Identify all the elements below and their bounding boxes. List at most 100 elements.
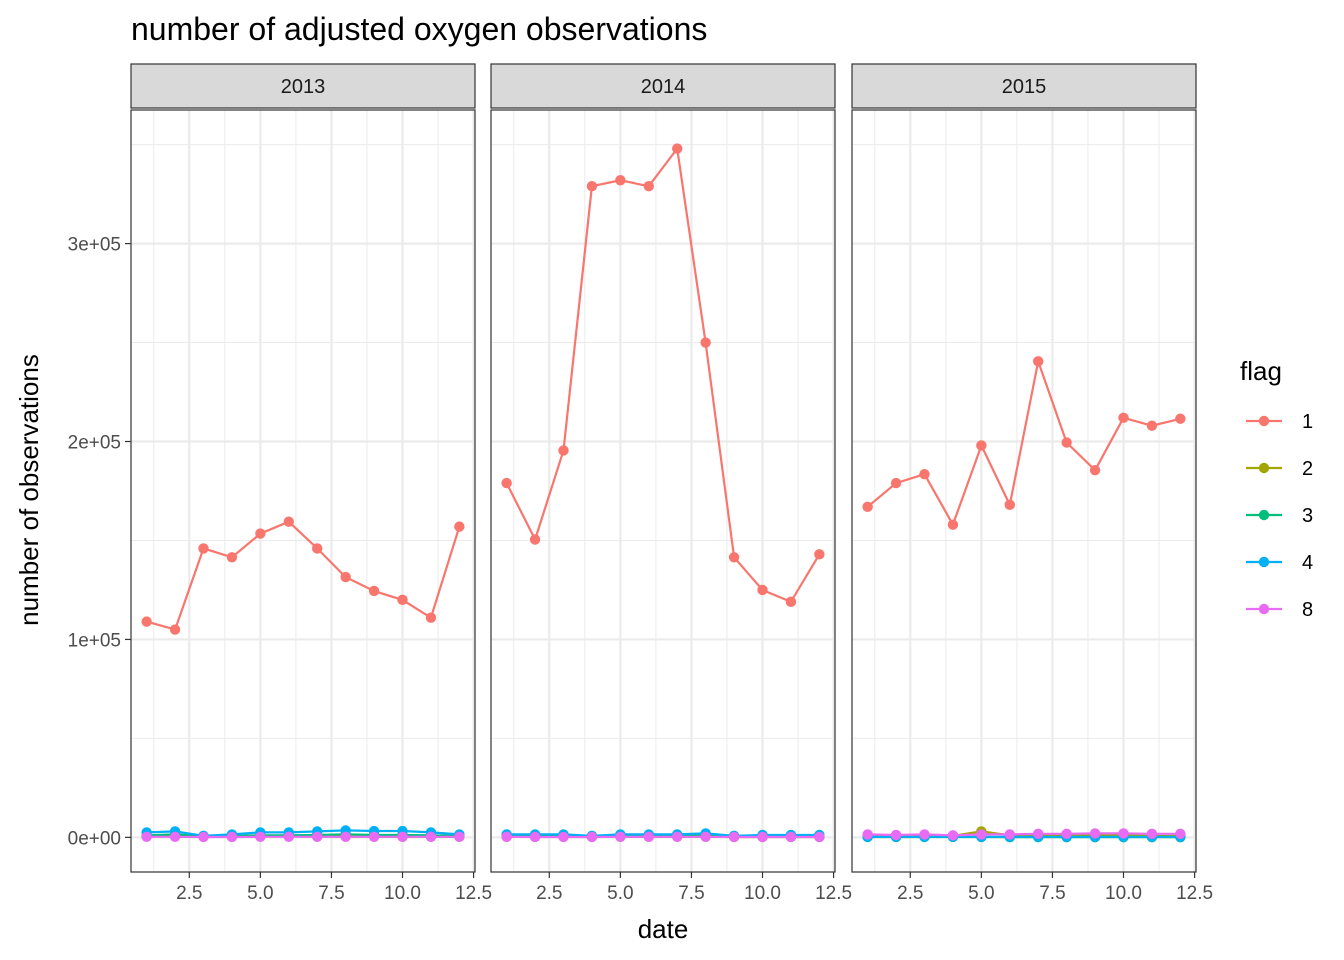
series-line-flag-1 (146, 520, 461, 631)
data-point-flag-8 (814, 831, 825, 843)
x-tick-label: 7.5 (318, 883, 344, 904)
legend-title: flag (1240, 356, 1282, 386)
data-point-flag-1 (672, 143, 683, 154)
plot-background (491, 110, 835, 872)
data-point-flag-8 (976, 829, 987, 840)
data-point-flag-8 (169, 831, 181, 842)
facet-panel: 2015 2.5 5.0 7.5 10.0 12.5 (851, 63, 1213, 904)
data-point-flag-8 (643, 831, 654, 842)
legend-label: 1 (1302, 411, 1313, 433)
data-point-flag-8 (1146, 828, 1158, 840)
facet-strip-label: 2013 (281, 76, 326, 98)
data-point-flag-1 (1004, 499, 1015, 511)
data-point-flag-1 (1061, 437, 1072, 448)
data-point-flag-8 (454, 831, 465, 842)
x-tick-label: 5.0 (247, 883, 273, 904)
data-point-flag-8 (890, 829, 902, 841)
data-point-flag-1 (198, 543, 209, 554)
data-point-flag-1 (501, 477, 512, 489)
data-point-flag-8 (368, 831, 380, 842)
data-point-flag-8 (283, 831, 294, 842)
data-point-flag-8 (1004, 829, 1015, 840)
data-point-flag-1 (700, 337, 711, 348)
y-tick-label: 3e+05 (68, 235, 121, 256)
data-point-flag-8 (615, 831, 626, 842)
data-point-flag-1 (890, 477, 902, 489)
facet-strip (130, 63, 476, 109)
data-point-flag-1 (1118, 412, 1129, 423)
data-point-flag-1 (312, 543, 323, 554)
data-point-flag-8 (141, 831, 152, 842)
data-point-flag-1 (340, 571, 351, 583)
x-tick-label: 7.5 (1039, 883, 1065, 904)
data-point-flag-1 (397, 594, 408, 606)
data-point-flag-1 (643, 181, 654, 192)
legend-label: 2 (1302, 458, 1313, 480)
x-axis-label: date (638, 914, 689, 944)
data-point-flag-1 (169, 624, 181, 635)
data-point-flag-1 (947, 519, 959, 530)
data-point-flag-8 (947, 830, 959, 841)
data-point-flag-8 (700, 831, 711, 842)
data-point-flag-1 (226, 552, 238, 563)
panel-border (851, 109, 1197, 873)
x-tick-label: 10.0 (744, 883, 781, 904)
legend-label: 4 (1302, 552, 1313, 574)
facet-strip (490, 63, 836, 109)
data-point-flag-8 (340, 831, 351, 842)
x-tick-label: 12.5 (455, 883, 492, 904)
x-tick-label: 5.0 (968, 883, 994, 904)
x-tick-label: 12.5 (815, 883, 852, 904)
data-point-flag-8 (785, 831, 797, 843)
data-point-flag-1 (919, 468, 930, 480)
y-axis-label: number of observations (14, 354, 44, 626)
data-point-flag-1 (529, 534, 541, 545)
data-point-flag-1 (728, 552, 740, 563)
data-point-flag-1 (814, 549, 825, 560)
data-point-flag-1 (586, 181, 598, 192)
data-point-flag-8 (501, 831, 512, 842)
panel-border (490, 109, 836, 873)
facet-panel: 2014 2.5 5.0 7.5 10.0 12.5 (490, 63, 852, 904)
data-point-flag-8 (558, 831, 569, 843)
data-point-flag-8 (757, 831, 768, 843)
x-tick-label: 2.5 (176, 883, 202, 904)
data-point-flag-1 (1089, 465, 1101, 476)
x-tick-label: 10.0 (1105, 883, 1142, 904)
data-point-flag-1 (425, 612, 437, 623)
panel-border (130, 109, 476, 873)
data-point-flag-8 (728, 831, 740, 843)
data-point-flag-8 (529, 831, 541, 843)
data-point-flag-8 (397, 831, 408, 842)
legend-label: 8 (1302, 599, 1313, 621)
panels-group: 2013 2.5 5.0 7.5 10.0 12.5 0e+00 1e+05 2e+05 3e+0… (68, 63, 1213, 904)
data-point-flag-1 (1033, 356, 1044, 367)
data-point-flag-8 (312, 831, 323, 842)
data-point-flag-8 (198, 831, 209, 843)
data-point-flag-8 (226, 831, 238, 843)
data-point-flag-8 (1061, 828, 1072, 840)
x-tick-label: 7.5 (678, 883, 704, 904)
x-tick-label: 2.5 (536, 883, 562, 904)
data-point-flag-1 (255, 528, 266, 539)
data-point-flag-1 (615, 175, 626, 186)
legend-key-point (1258, 462, 1270, 474)
data-point-flag-8 (1118, 828, 1129, 839)
legend-key-point (1258, 415, 1270, 427)
data-point-flag-8 (1089, 828, 1101, 839)
data-point-flag-1 (862, 501, 873, 513)
facet-strip-label: 2015 (1002, 76, 1047, 98)
y-tick-label: 0e+00 (68, 828, 121, 849)
legend-key-point (1258, 556, 1270, 568)
chart-title: number of adjusted oxygen observations (131, 11, 707, 47)
data-point-flag-1 (141, 616, 152, 627)
data-point-flag-1 (454, 521, 465, 532)
data-point-flag-1 (757, 584, 768, 596)
data-point-flag-8 (672, 831, 683, 842)
data-point-flag-1 (976, 440, 987, 451)
legend-label: 3 (1302, 505, 1313, 527)
data-point-flag-1 (785, 596, 797, 608)
legend-key-point (1258, 509, 1270, 521)
facet-strip-label: 2014 (641, 76, 686, 98)
